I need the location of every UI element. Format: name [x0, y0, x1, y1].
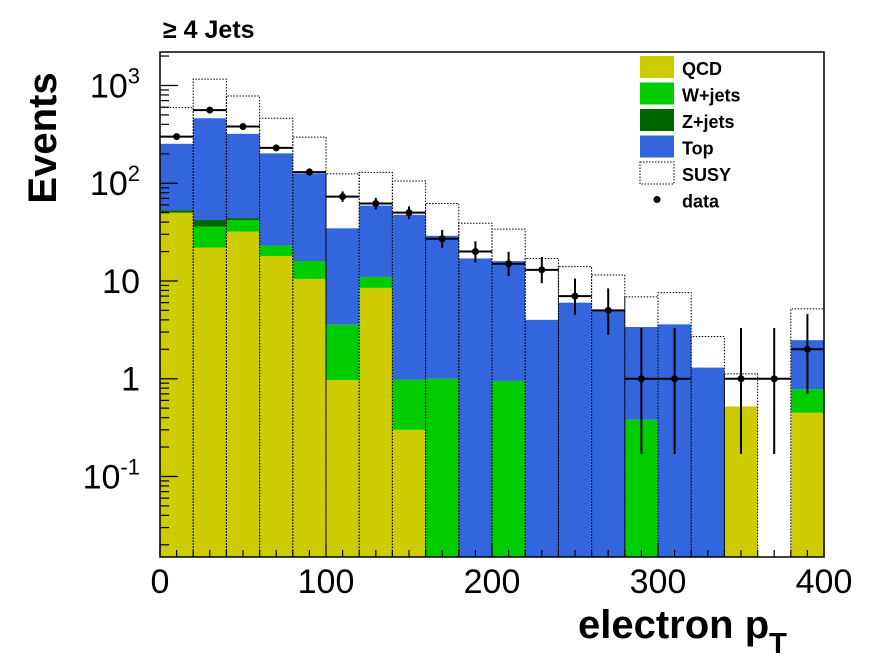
- bar-qcd: [326, 380, 360, 557]
- bar-z-jets: [160, 210, 194, 213]
- legend-swatch-z-jets: [640, 109, 674, 131]
- bar-top: [525, 319, 559, 557]
- bar-top: [193, 118, 227, 221]
- data-point: [206, 106, 214, 114]
- bar-qcd: [226, 231, 260, 557]
- bars-layer: [160, 118, 824, 558]
- data-point: [471, 248, 479, 256]
- data-point: [770, 375, 778, 383]
- data-point: [272, 144, 280, 152]
- x-axis-label: electron pT: [578, 603, 787, 660]
- data-point: [571, 292, 579, 300]
- bar-w-jets: [226, 220, 260, 232]
- susy-outline: [425, 203, 460, 557]
- y-axis-label: Events: [21, 72, 65, 203]
- legend-swatch-w-jets: [640, 82, 674, 105]
- bar-z-jets: [193, 220, 227, 227]
- y-tick-label: 1: [121, 361, 140, 399]
- data-point: [239, 123, 247, 131]
- bar-qcd: [790, 412, 824, 557]
- bar-qcd: [259, 256, 293, 557]
- data-point: [671, 375, 679, 383]
- bar-qcd: [292, 278, 326, 557]
- bar-top: [425, 235, 459, 379]
- bar-w-jets: [790, 389, 824, 413]
- data-point: [339, 193, 347, 201]
- bar-w-jets: [326, 324, 360, 381]
- bar-w-jets: [392, 379, 426, 430]
- bar-w-jets: [259, 245, 293, 257]
- data-points-layer: [160, 106, 824, 454]
- y-tick-label: 10-1: [83, 454, 140, 496]
- bar-top: [591, 310, 625, 557]
- x-tick-label: 200: [464, 563, 521, 601]
- susy-outline: [391, 180, 427, 557]
- bar-top: [259, 153, 293, 246]
- data-point: [305, 168, 313, 176]
- bar-top: [492, 261, 526, 381]
- axes-layer: 0 100 200 300 400 10-1 1 10 102 103: [83, 55, 853, 601]
- chart-title: ≥ 4 Jets: [163, 16, 255, 44]
- legend-swatch-susy: [639, 161, 675, 185]
- susy-outline: [292, 136, 327, 557]
- legend: QCD W+jets Z+jets Top SUSY data: [639, 56, 741, 212]
- bar-top: [226, 133, 260, 219]
- data-point: [372, 200, 380, 208]
- legend-swatch-qcd: [640, 56, 674, 78]
- bar-qcd: [193, 247, 227, 557]
- bar-top: [392, 214, 426, 380]
- y-tick-label: 103: [90, 63, 140, 105]
- data-point: [637, 375, 645, 383]
- data-point: [438, 235, 446, 243]
- x-tick-label: 100: [298, 563, 355, 601]
- bar-top: [292, 173, 326, 262]
- susy-outline: [225, 95, 261, 557]
- bar-top: [160, 143, 194, 211]
- bar-w-jets: [292, 261, 326, 279]
- bar-w-jets: [425, 378, 459, 557]
- data-point: [173, 133, 181, 141]
- legend-label-susy: SUSY: [682, 165, 731, 185]
- x-tick-label: 300: [630, 563, 687, 601]
- bar-w-jets: [193, 226, 227, 248]
- bar-qcd: [359, 287, 393, 557]
- bar-top: [359, 205, 393, 277]
- x-tick-label: 400: [796, 563, 853, 601]
- legend-label-z-jets: Z+jets: [682, 112, 735, 132]
- bar-top: [558, 302, 592, 557]
- susy-outline: [591, 274, 626, 557]
- legend-label-w-jets: W+jets: [682, 86, 741, 106]
- susy-outline: [690, 336, 725, 557]
- legend-label-data: data: [682, 192, 720, 212]
- data-point: [538, 266, 546, 274]
- bar-z-jets: [226, 218, 260, 221]
- y-tick-label: 10: [102, 263, 140, 301]
- bar-qcd: [160, 212, 194, 558]
- bar-top: [326, 228, 360, 325]
- y-tick-label: 102: [90, 161, 140, 203]
- data-point: [405, 209, 413, 217]
- data-point: [737, 375, 745, 383]
- susy-outline: [491, 228, 526, 557]
- x-axis-label-subscript: T: [769, 628, 787, 660]
- legend-marker-data: [653, 196, 661, 203]
- data-point: [604, 306, 612, 314]
- x-tick-label: 0: [151, 563, 170, 601]
- susy-outline: [192, 78, 227, 557]
- susy-outline: [325, 173, 360, 557]
- legend-swatch-top: [640, 135, 674, 158]
- susy-layer: [159, 78, 825, 557]
- data-point: [505, 260, 513, 268]
- legend-label-top: Top: [682, 139, 714, 159]
- x-axis-label-main: electron p: [578, 603, 769, 647]
- bar-top: [691, 367, 725, 557]
- bar-w-jets: [492, 380, 526, 557]
- data-point: [803, 345, 811, 353]
- susy-outline: [159, 107, 194, 557]
- bar-qcd: [392, 429, 426, 557]
- bar-w-jets: [359, 276, 393, 288]
- legend-label-qcd: QCD: [682, 59, 722, 79]
- bar-top: [458, 258, 492, 557]
